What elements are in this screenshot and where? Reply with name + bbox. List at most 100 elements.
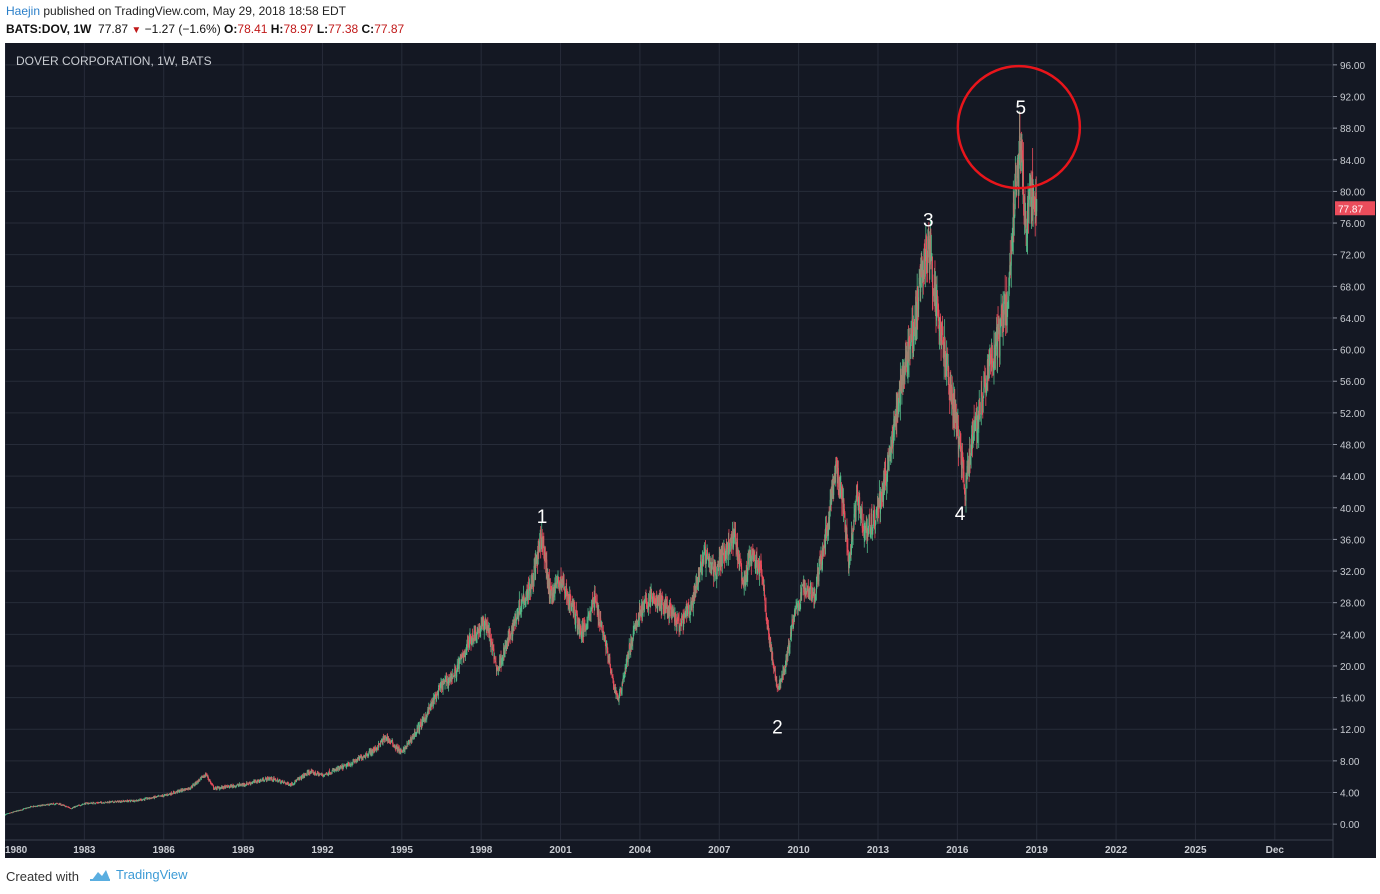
candle-body bbox=[523, 595, 525, 600]
candle-body bbox=[811, 597, 813, 599]
candle-body bbox=[519, 599, 521, 612]
candle-body bbox=[69, 807, 71, 809]
candle-body bbox=[646, 604, 648, 607]
candle-body bbox=[354, 761, 356, 763]
candle-body bbox=[288, 785, 290, 786]
candle-body bbox=[91, 802, 92, 804]
candle-body bbox=[492, 644, 494, 649]
candle-body bbox=[381, 740, 383, 742]
candle-body bbox=[219, 788, 221, 789]
candle-body bbox=[633, 625, 635, 628]
time-axis[interactable]: 1980 1983 1986 1989 1992 1995 1998 2001 2004 2007… bbox=[5, 839, 1333, 856]
y-tick-label: 48.00 bbox=[1340, 441, 1365, 452]
candle-body bbox=[68, 807, 70, 809]
candle-body bbox=[709, 558, 711, 567]
candle-body bbox=[605, 645, 607, 648]
candle-body bbox=[575, 611, 577, 624]
candle-body bbox=[901, 366, 903, 382]
candle-body bbox=[619, 688, 621, 692]
candle-body bbox=[663, 606, 665, 613]
candle-body bbox=[718, 563, 720, 569]
candle-body bbox=[980, 389, 982, 416]
candle-body bbox=[626, 657, 628, 658]
candle-body bbox=[698, 575, 700, 578]
candle-body bbox=[560, 576, 562, 584]
candle-body bbox=[963, 471, 965, 486]
candle-body bbox=[942, 340, 944, 345]
candle-body bbox=[701, 568, 703, 574]
candle-body bbox=[210, 780, 211, 784]
tradingview-brand[interactable]: TradingView bbox=[88, 866, 188, 882]
candle-body bbox=[238, 785, 240, 786]
candle-body bbox=[117, 800, 119, 802]
candle-body bbox=[199, 777, 201, 779]
candle-body bbox=[226, 785, 228, 787]
chart-header: Haejin published on TradingView.com, May… bbox=[0, 0, 1380, 42]
candle-body bbox=[283, 781, 285, 783]
candle-body bbox=[995, 343, 996, 358]
candle-body bbox=[467, 640, 469, 644]
candle-body bbox=[673, 612, 674, 614]
author-link[interactable]: Haejin bbox=[6, 4, 41, 18]
candle-body bbox=[294, 782, 295, 784]
candle-body bbox=[656, 601, 658, 609]
candle-body bbox=[377, 743, 379, 748]
candle-body bbox=[874, 521, 876, 526]
candle-body bbox=[482, 618, 484, 623]
candle-body bbox=[204, 773, 206, 777]
candle-body bbox=[437, 692, 439, 697]
candle-body bbox=[236, 785, 237, 787]
price-axis[interactable]: 96.0092.0088.0084.0080.0076.0072.0068.00… bbox=[1332, 43, 1375, 858]
candle-body bbox=[1002, 309, 1004, 329]
candle-body bbox=[989, 350, 991, 363]
candle-body bbox=[338, 766, 340, 768]
candle-body bbox=[59, 803, 61, 805]
candle-body bbox=[248, 783, 250, 785]
candle-body bbox=[147, 797, 149, 799]
candle-body bbox=[717, 561, 719, 567]
candle-body bbox=[1005, 313, 1007, 320]
candle-body bbox=[386, 738, 388, 740]
candle-body bbox=[802, 584, 804, 587]
candle-body bbox=[442, 682, 444, 690]
chart-area[interactable]: 96.00 92.00 88.00 84.00 80.00 76.00 72.00 68.00… bbox=[4, 43, 1376, 858]
candle-body bbox=[294, 780, 296, 784]
candle-body bbox=[110, 801, 112, 803]
candle-body bbox=[488, 629, 490, 637]
candle-body bbox=[216, 787, 218, 790]
candle-body bbox=[94, 803, 96, 805]
candle-body bbox=[572, 604, 574, 606]
candle-body bbox=[335, 769, 337, 770]
candle-body bbox=[665, 600, 667, 606]
candle-body bbox=[774, 667, 776, 671]
candle-body bbox=[543, 548, 545, 560]
candle-body bbox=[809, 585, 811, 594]
candle-body bbox=[244, 783, 246, 786]
candle-body bbox=[781, 675, 783, 678]
candle-body bbox=[890, 447, 892, 450]
candle-body bbox=[602, 632, 604, 633]
candle-body bbox=[366, 755, 368, 757]
y-tick-label: 60.00 bbox=[1340, 346, 1365, 357]
candle-body bbox=[780, 680, 782, 684]
candle-body bbox=[570, 604, 572, 609]
candle-body bbox=[997, 325, 998, 360]
candle-body bbox=[579, 626, 581, 635]
price-chart[interactable]: 96.0092.0088.0084.0080.0076.0072.0068.00… bbox=[4, 43, 1376, 858]
candle-body bbox=[808, 587, 810, 598]
candle-body bbox=[679, 629, 681, 630]
candle-body bbox=[448, 677, 450, 680]
candle-body bbox=[616, 693, 618, 696]
candle-body bbox=[307, 771, 309, 774]
candle-body bbox=[90, 802, 92, 804]
candle-body bbox=[696, 579, 698, 593]
candle-body bbox=[144, 798, 146, 800]
candle-body bbox=[665, 601, 667, 609]
candle-body bbox=[73, 806, 75, 808]
candle-body bbox=[805, 591, 807, 594]
candle-body bbox=[199, 778, 201, 781]
candle-body bbox=[385, 738, 387, 740]
candle-body bbox=[180, 789, 182, 792]
candle-body bbox=[1016, 175, 1018, 191]
candle-body bbox=[516, 615, 518, 618]
